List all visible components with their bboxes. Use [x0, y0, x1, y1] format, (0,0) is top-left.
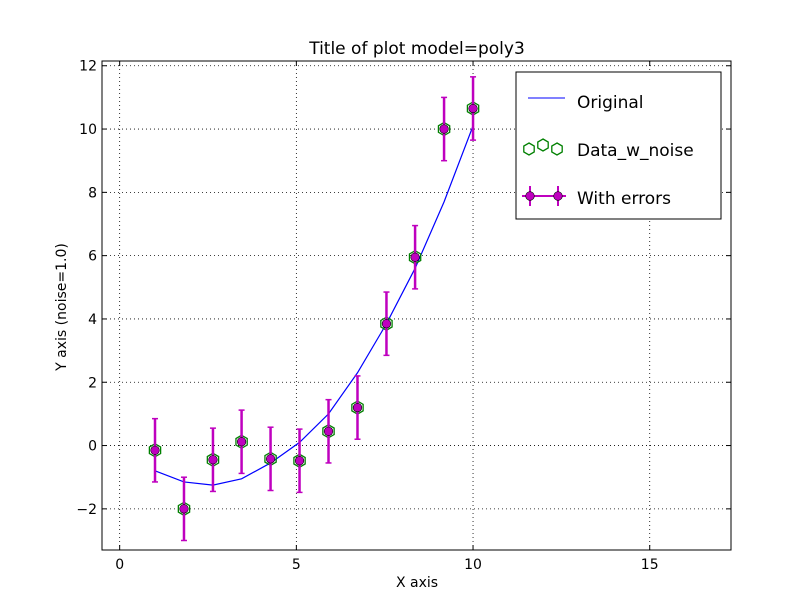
- y-tick-label: 2: [88, 375, 97, 391]
- legend: Original Data_w_noise With errors: [515, 71, 722, 220]
- legend-hexagon-swatch: [523, 138, 563, 156]
- with-errors-point: [236, 437, 247, 447]
- y-axis-label: Y axis (noise=1.0): [54, 243, 70, 372]
- y-tick-label: 10: [79, 122, 97, 138]
- legend-errorbar-marker: [553, 191, 563, 201]
- y-tick-label: 12: [79, 59, 97, 75]
- with-errors-point: [179, 504, 189, 514]
- y-tick-label: −2: [76, 502, 97, 518]
- legend-label-original: Original: [577, 93, 644, 113]
- x-tick-label: 10: [464, 557, 482, 573]
- y-tick-label: 0: [88, 439, 97, 455]
- original-line: [154, 125, 474, 486]
- x-tick-label: 15: [641, 557, 659, 573]
- with-errors-point: [294, 456, 305, 466]
- legend-box: [515, 71, 722, 220]
- with-errors-point: [352, 402, 363, 413]
- legend-hexagon-marker: [537, 138, 549, 152]
- legend-label-with-errors: With errors: [577, 189, 671, 209]
- chart-title: Title of plot model=poly3: [308, 39, 525, 59]
- y-tick-label: 4: [88, 312, 97, 328]
- with-errors-point: [468, 103, 478, 114]
- x-tick-label: 5: [292, 557, 301, 573]
- with-errors-point: [323, 426, 334, 436]
- legend-errorbar-swatch: [522, 186, 566, 206]
- y-tick-label: 8: [88, 185, 97, 201]
- with-errors-point: [150, 445, 160, 455]
- plot-data: [148, 76, 480, 542]
- legend-errorbar-marker: [525, 191, 535, 201]
- with-errors-point: [439, 124, 449, 134]
- with-errors-point: [381, 319, 392, 329]
- x-axis-label: X axis: [396, 575, 438, 591]
- with-errors-point: [208, 455, 218, 465]
- legend-hexagon-marker: [523, 142, 535, 156]
- legend-hexagon-marker: [551, 142, 563, 156]
- x-tick-label: 0: [115, 557, 124, 573]
- axis-ticks: 0 5 10 15 −2 0 2 4 6 8 10 12: [76, 59, 731, 573]
- legend-label-data-w-noise: Data_w_noise: [577, 141, 694, 161]
- with-errors-point: [265, 454, 276, 464]
- with-errors-point: [410, 252, 420, 262]
- plot-frame: [101, 60, 732, 551]
- y-tick-label: 6: [88, 249, 97, 265]
